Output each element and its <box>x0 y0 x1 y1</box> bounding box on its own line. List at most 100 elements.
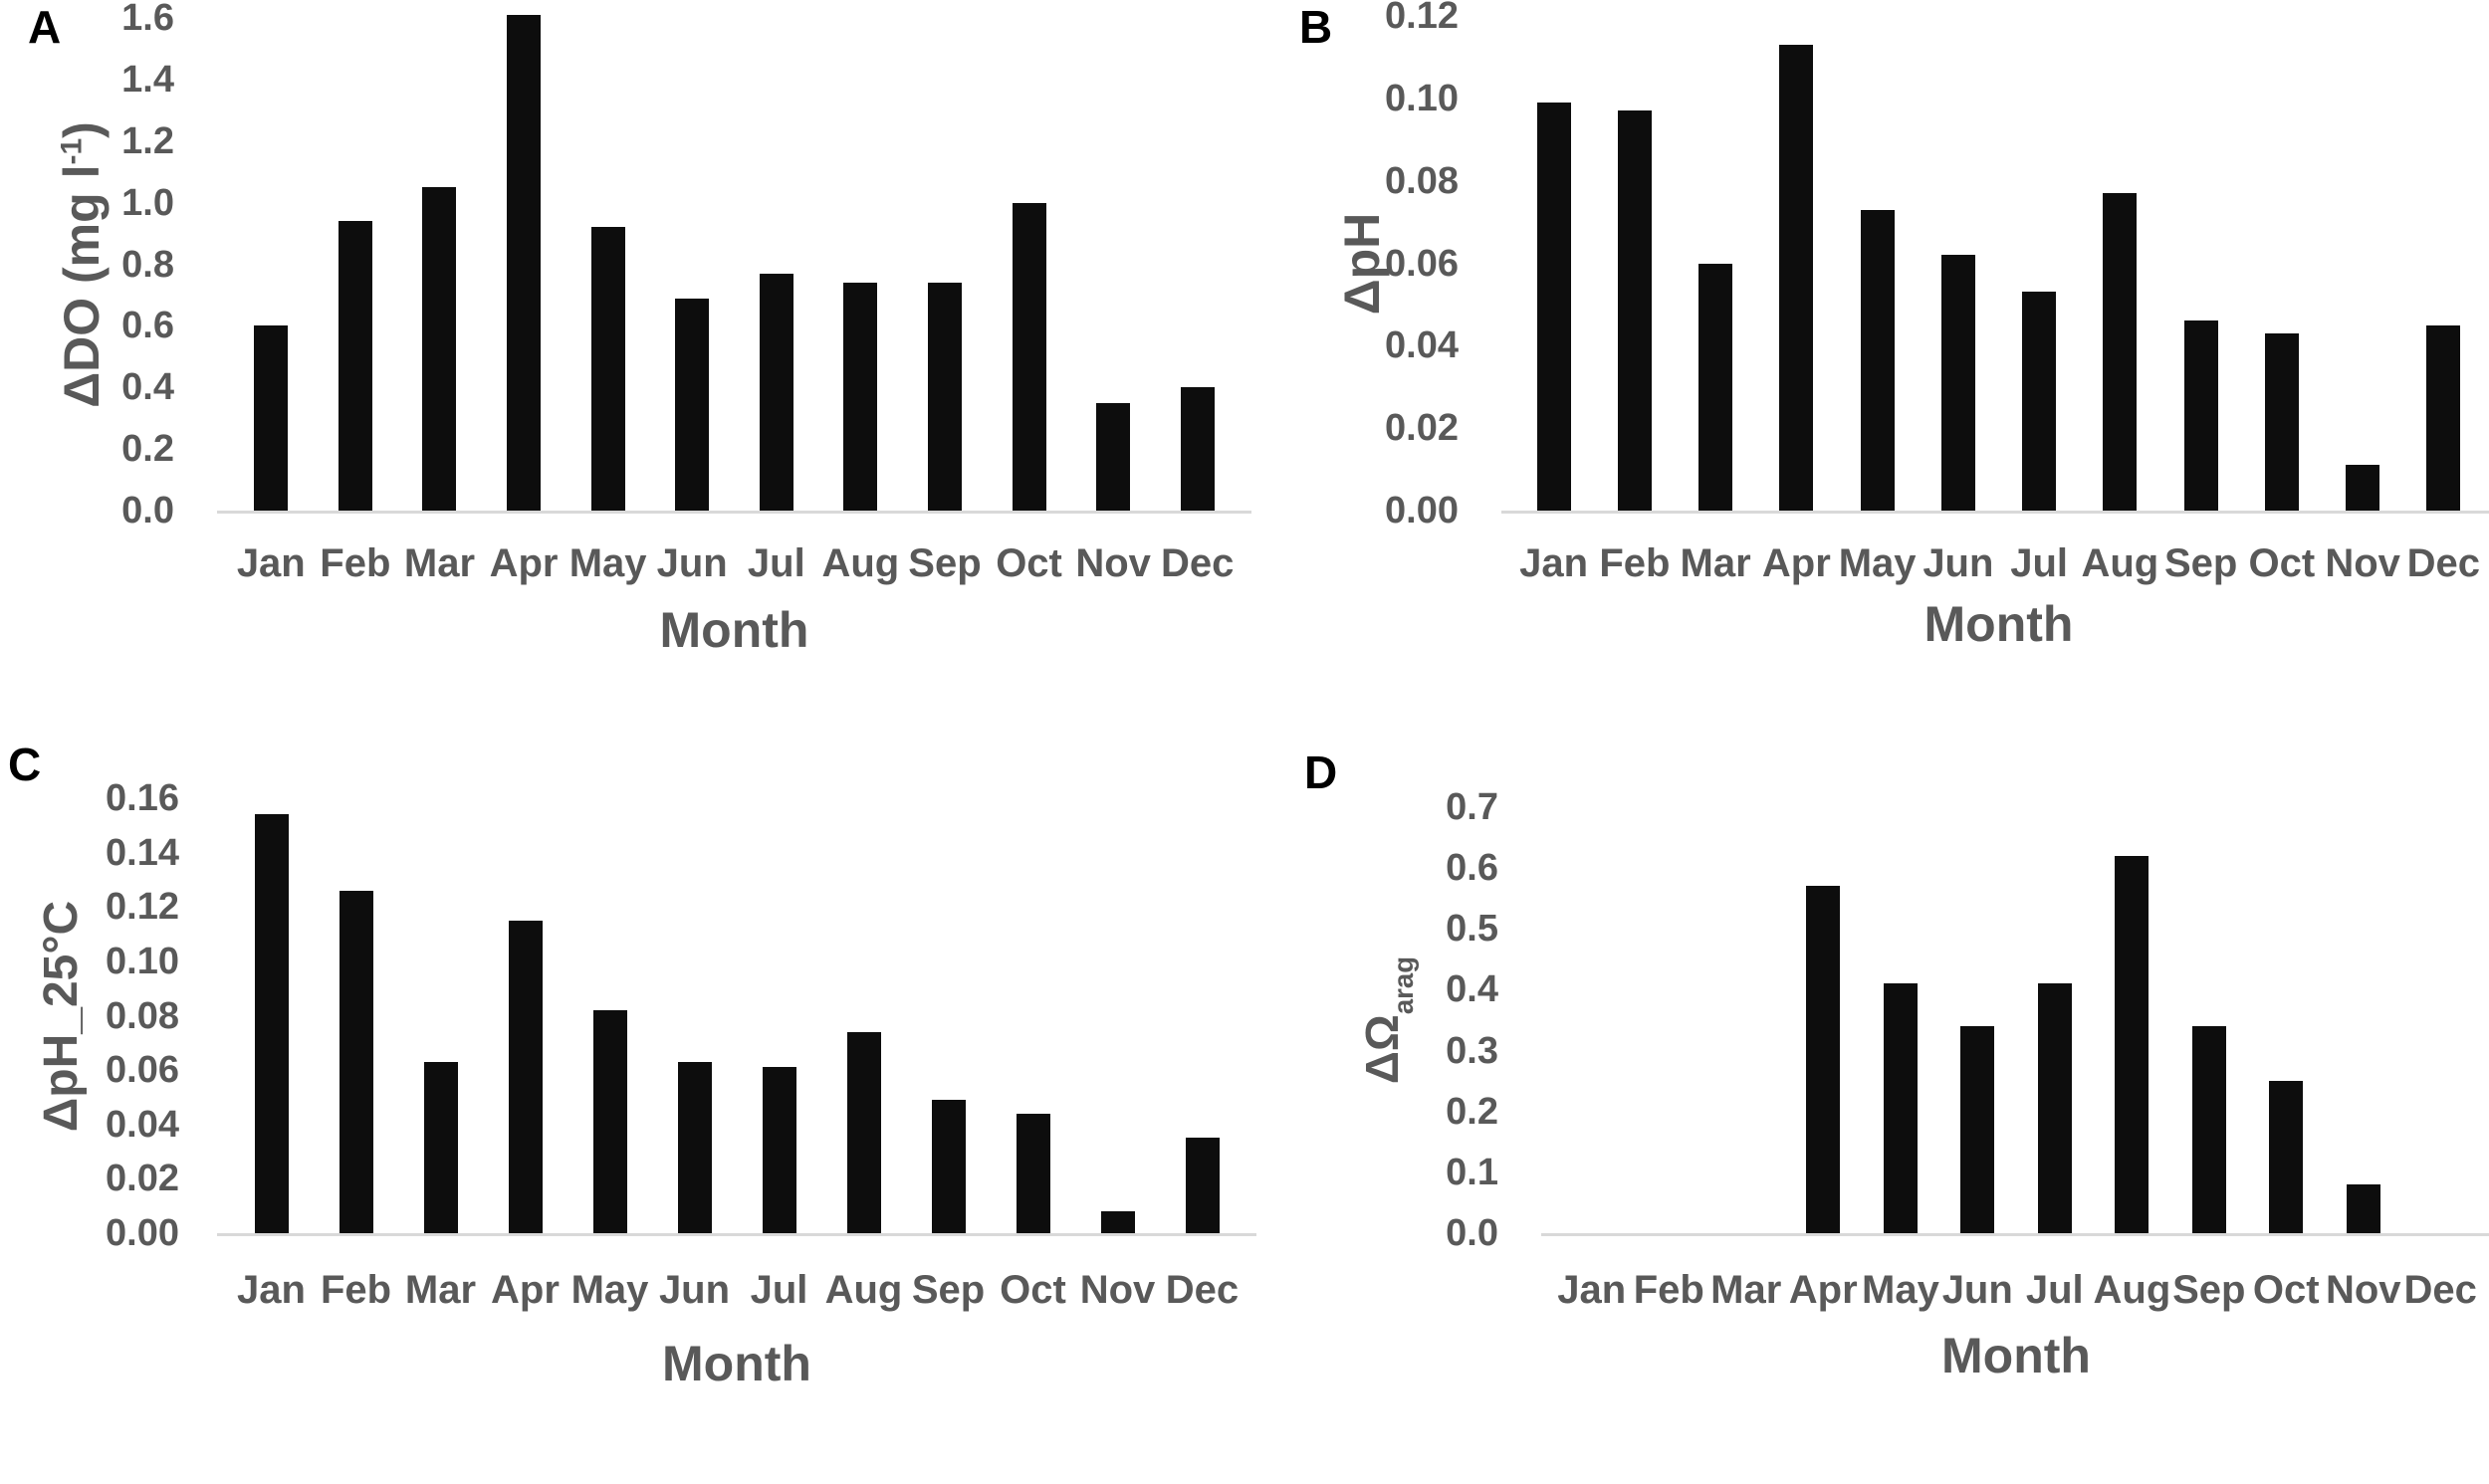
bar-dec <box>1180 387 1215 511</box>
x-axis-title: Month <box>1941 1328 2091 1383</box>
bar-apr <box>1779 44 1814 511</box>
bar-sep <box>2191 1026 2226 1233</box>
y-tick-label: 0.2 <box>1446 1090 1498 1133</box>
x-tick-label-mar: Mar <box>403 541 476 585</box>
x-tick-label-aug: Aug <box>824 1268 903 1312</box>
bar-oct <box>2264 332 2299 511</box>
bar-jun <box>675 298 710 511</box>
bar-jul <box>759 273 793 511</box>
bar-nov <box>2346 465 2380 511</box>
y-tick-label: 0.4 <box>1446 968 1498 1011</box>
y-tick-label: 0.8 <box>121 243 174 286</box>
bar-aug <box>2115 855 2150 1233</box>
y-tick-label: 0.1 <box>1446 1151 1498 1193</box>
bar-sep <box>927 283 962 511</box>
x-tick-label-dec: Dec <box>1165 1268 1240 1312</box>
y-tick-label: 0.7 <box>1446 786 1498 828</box>
x-tick-label-jul: Jul <box>747 541 805 585</box>
bar-may <box>590 227 625 511</box>
x-axis-line <box>1501 511 2489 514</box>
bar-aug <box>2103 193 2138 511</box>
x-tick-label-aug: Aug <box>2081 541 2159 585</box>
bar-oct <box>1016 1113 1050 1233</box>
y-tick-label: 0.5 <box>1446 908 1498 951</box>
y-tick-label: 0.12 <box>106 886 179 929</box>
x-axis-title: Month <box>1923 596 2074 652</box>
bar-feb <box>1617 110 1652 511</box>
x-tick-label-dec: Dec <box>1161 541 1235 585</box>
x-tick-label-feb: Feb <box>1633 1268 1704 1312</box>
y-tick-label: 0.3 <box>1446 1029 1498 1072</box>
panel-d-delta-omega-arag: D ΔΩarag 0.0 0.1 0.2 0.3 0.4 0.5 0.6 0.7 Month … <box>1244 742 2489 1484</box>
y-tick-label: 0.02 <box>106 1158 179 1200</box>
bar-oct <box>1012 202 1046 511</box>
y-tick-label: 0.2 <box>121 428 174 471</box>
x-tick-label-dec: Dec <box>2403 1268 2477 1312</box>
bar-jan <box>1536 102 1571 511</box>
bar-nov <box>1096 402 1131 511</box>
panel-b-delta-ph: B ΔpH 0.00 0.02 0.04 0.06 0.08 0.10 0.12 Month… <box>1244 0 2489 742</box>
y-tick-label: 0.08 <box>1385 159 1459 202</box>
x-tick-label-jun: Jun <box>1941 1268 2013 1312</box>
y-tick-label: 0.00 <box>1385 490 1459 531</box>
x-tick-label-sep: Sep <box>2163 541 2238 585</box>
panel-letter-c: C <box>8 739 42 790</box>
bar-nov <box>1100 1211 1135 1233</box>
x-tick-label-mar: Mar <box>404 1268 477 1312</box>
bar-apr <box>508 920 543 1233</box>
x-tick-label-may: May <box>1838 541 1917 585</box>
bar-may <box>1860 209 1895 511</box>
x-tick-label-jan: Jan <box>236 541 306 585</box>
bar-mar <box>423 1061 458 1233</box>
x-tick-label-jan: Jan <box>237 1268 306 1312</box>
x-tick-label-apr: Apr <box>489 541 559 585</box>
y-tick-label: 0.12 <box>1385 0 1459 37</box>
bar-aug <box>843 283 878 511</box>
x-tick-label-nov: Nov <box>1079 1268 1156 1312</box>
panel-c-delta-ph25: C ΔpH_25°C 0.00 0.02 0.04 0.06 0.08 0.10 0.12 0… <box>0 739 1256 1484</box>
y-tick-label: 0.4 <box>121 366 174 409</box>
bar-dec <box>2426 324 2461 511</box>
x-tick-label-apr: Apr <box>491 1268 560 1312</box>
bar-sep <box>2183 320 2218 511</box>
y-tick-label: 0.6 <box>1446 847 1498 890</box>
bar-jan <box>254 325 289 511</box>
bar-apr <box>507 14 542 511</box>
x-axis-line <box>217 1233 1256 1236</box>
x-tick-label-sep: Sep <box>911 1268 986 1312</box>
x-tick-label-may: May <box>568 541 647 585</box>
y-tick-label: 1.0 <box>121 181 174 224</box>
bar-feb <box>339 890 373 1233</box>
bar-feb <box>338 221 372 511</box>
x-tick-label-jan: Jan <box>1519 541 1589 585</box>
bar-jun <box>1960 1026 1995 1233</box>
bar-jun <box>1940 255 1975 511</box>
x-tick-label-jul: Jul <box>750 1268 808 1312</box>
x-axis-line <box>217 511 1251 514</box>
x-tick-label-mar: Mar <box>1710 1268 1782 1312</box>
y-tick-label: 0.10 <box>1385 77 1459 119</box>
bar-nov <box>2346 1184 2380 1233</box>
bar-jul <box>2037 983 2072 1233</box>
bar-oct <box>2269 1081 2304 1233</box>
x-tick-label-dec: Dec <box>2406 541 2481 585</box>
y-tick-label: 0.04 <box>1385 324 1459 367</box>
y-tick-label: 1.6 <box>121 0 174 39</box>
bar-jul <box>762 1067 796 1233</box>
x-tick-label-feb: Feb <box>320 541 391 585</box>
x-tick-label-mar: Mar <box>1680 541 1751 585</box>
x-tick-label-jan: Jan <box>1557 1268 1627 1312</box>
y-tick-label: 0.06 <box>106 1049 179 1092</box>
bar-apr <box>1806 886 1841 1233</box>
y-tick-label: 0.14 <box>106 831 179 874</box>
x-tick-label-jul: Jul <box>2025 1268 2084 1312</box>
x-tick-label-may: May <box>570 1268 649 1312</box>
x-tick-label-oct: Oct <box>996 541 1062 585</box>
x-tick-label-jun: Jun <box>656 541 728 585</box>
y-tick-label: 0.08 <box>106 994 179 1037</box>
y-tick-label: 0.6 <box>121 305 174 347</box>
bar-mar <box>1698 263 1733 511</box>
bar-jul <box>2022 292 2057 511</box>
x-tick-label-oct: Oct <box>2248 541 2316 585</box>
x-tick-label-sep: Sep <box>908 541 982 585</box>
